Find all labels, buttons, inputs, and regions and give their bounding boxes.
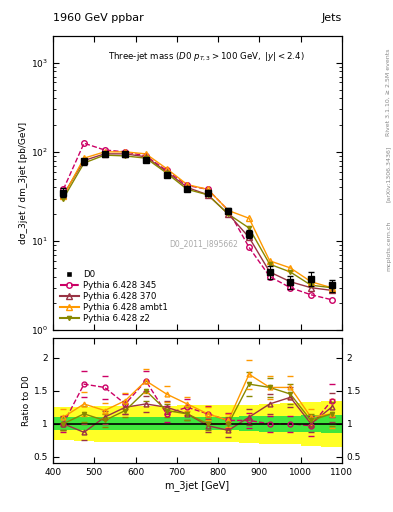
Text: Three-jet mass ($D0\ p_{T,3} > 100\ \mathrm{GeV},\ |y| < 2.4$): Three-jet mass ($D0\ p_{T,3} > 100\ \mat…: [108, 51, 305, 63]
Text: [arXiv:1306.3436]: [arXiv:1306.3436]: [386, 146, 391, 202]
Legend: D0, Pythia 6.428 345, Pythia 6.428 370, Pythia 6.428 ambt1, Pythia 6.428 z2: D0, Pythia 6.428 345, Pythia 6.428 370, …: [57, 267, 171, 326]
Text: mcplots.cern.ch: mcplots.cern.ch: [386, 221, 391, 271]
Text: 1960 GeV ppbar: 1960 GeV ppbar: [53, 13, 144, 23]
Y-axis label: Ratio to D0: Ratio to D0: [22, 375, 31, 426]
X-axis label: m_3jet [GeV]: m_3jet [GeV]: [165, 480, 230, 491]
Y-axis label: dσ_3jet / dm_3jet [pb/GeV]: dσ_3jet / dm_3jet [pb/GeV]: [19, 122, 28, 244]
Text: D0_2011_I895662: D0_2011_I895662: [169, 239, 238, 248]
Text: Rivet 3.1.10, ≥ 2.5M events: Rivet 3.1.10, ≥ 2.5M events: [386, 49, 391, 136]
Text: Jets: Jets: [321, 13, 342, 23]
